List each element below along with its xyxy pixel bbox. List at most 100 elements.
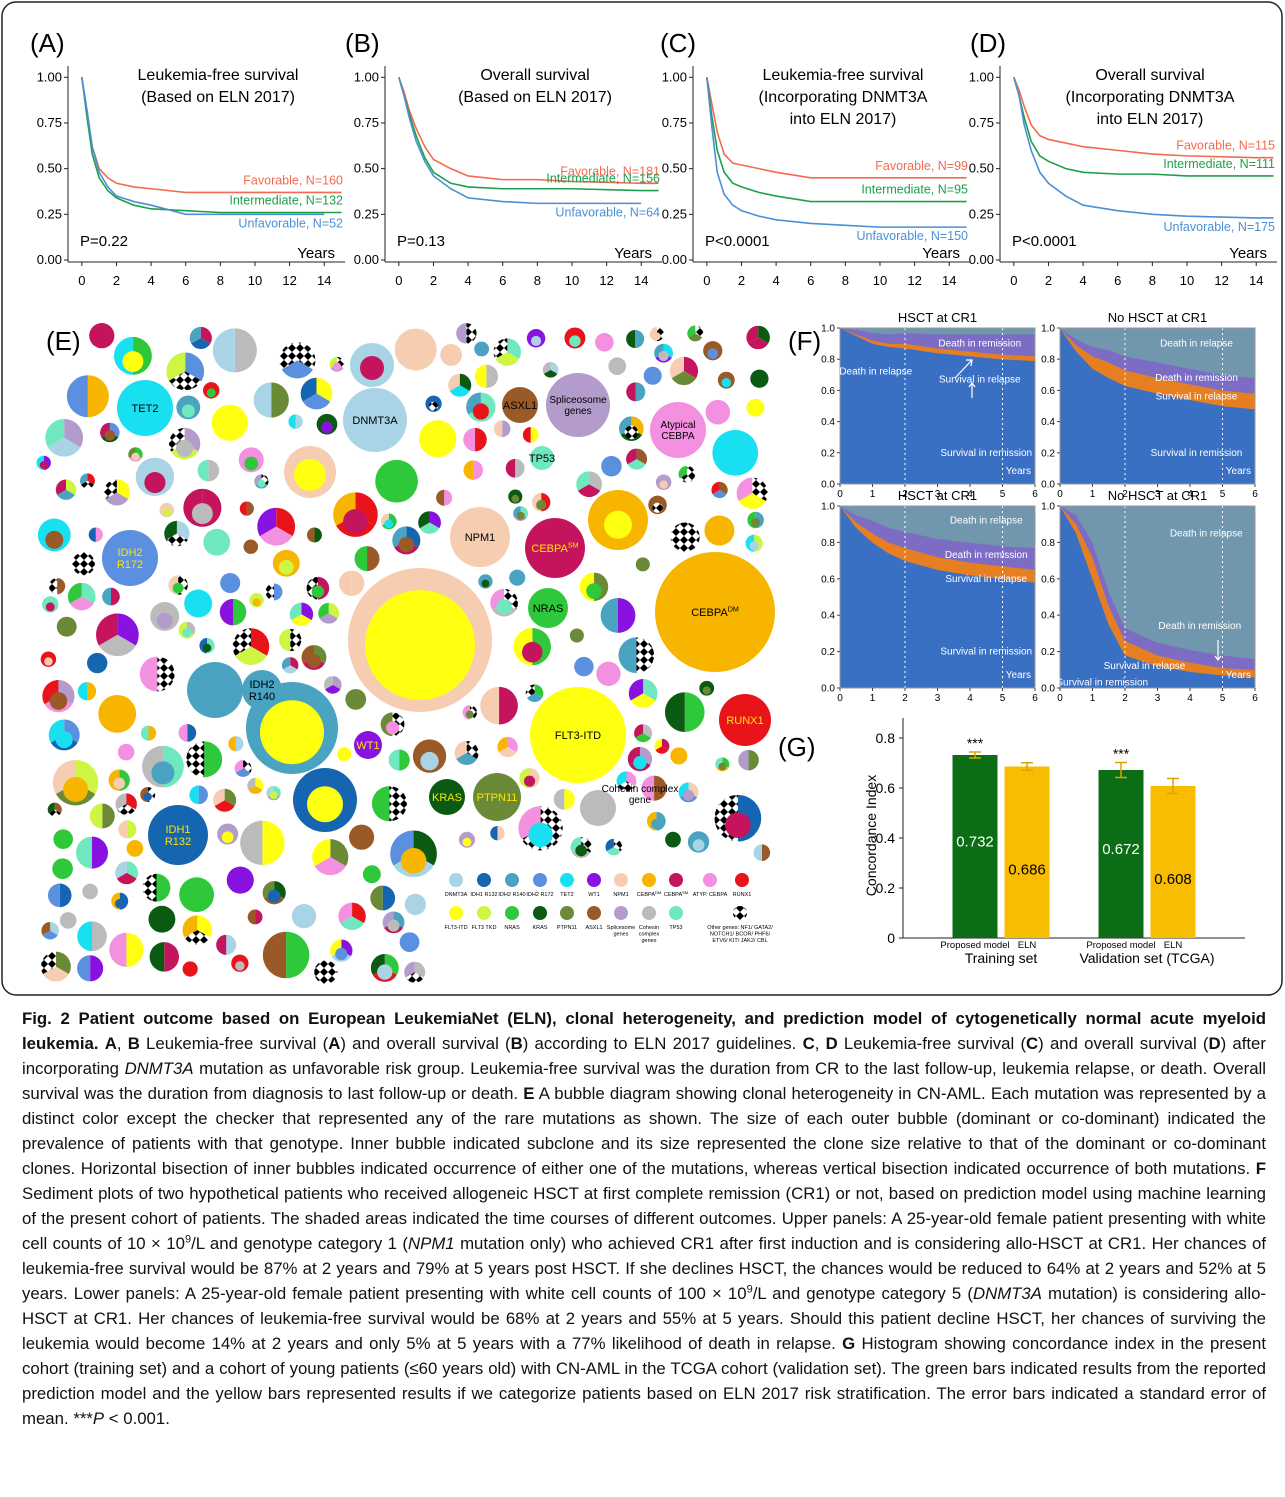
bubble bbox=[199, 638, 214, 653]
y-tick-label: 0 bbox=[887, 930, 895, 946]
bubble bbox=[459, 832, 475, 848]
bubble bbox=[670, 747, 687, 764]
bubble bbox=[266, 786, 280, 800]
bubble-label: IDH2 bbox=[249, 679, 274, 691]
y-tick-label: 0.2 bbox=[821, 647, 835, 658]
bubble-part bbox=[254, 382, 272, 417]
legend-label: genes bbox=[614, 932, 629, 938]
bubble-part bbox=[72, 552, 83, 575]
bubble-part bbox=[257, 480, 265, 488]
panel-label: (F) bbox=[788, 326, 821, 356]
bubble bbox=[392, 526, 420, 554]
bubble-label-text: Cohesin complex bbox=[602, 784, 679, 795]
bubble-label-text: CEBPA bbox=[691, 607, 728, 619]
bubble-part bbox=[636, 637, 654, 673]
bubble bbox=[324, 676, 342, 694]
bubble-part bbox=[497, 599, 512, 614]
y-tick-label: 0.2 bbox=[821, 448, 835, 459]
x-tick-label: 12 bbox=[282, 273, 296, 288]
y-tick-label: 0.0 bbox=[1041, 480, 1055, 491]
bubble-label-text: FLT3-ITD bbox=[555, 730, 601, 742]
bubble-part bbox=[626, 330, 635, 348]
legend-label: Other genes: NF1/ GATA2/ bbox=[707, 925, 773, 931]
x-tick-label: 1 bbox=[1090, 693, 1096, 704]
bubble bbox=[140, 787, 155, 802]
bubble-part bbox=[266, 583, 274, 600]
bubble-part bbox=[156, 874, 170, 902]
panel-label: (G) bbox=[778, 732, 816, 762]
bubble bbox=[96, 613, 139, 656]
bubble-part bbox=[57, 578, 65, 594]
bubble bbox=[279, 629, 301, 651]
bubble-label-text: RUNX1 bbox=[726, 715, 763, 727]
bubble-part bbox=[352, 571, 365, 596]
bubble-part bbox=[633, 756, 646, 769]
legend-text: NOTCH1/ BCOR/ PHF6/ bbox=[710, 932, 771, 938]
legend-swatch bbox=[477, 873, 491, 887]
bubble bbox=[349, 825, 374, 850]
x-tick-label: 2 bbox=[113, 273, 120, 288]
bubble-part bbox=[132, 453, 140, 461]
bubble bbox=[711, 482, 727, 498]
legend-label: RUNX1 bbox=[733, 892, 752, 898]
bubble bbox=[338, 903, 365, 930]
bubble bbox=[390, 830, 437, 877]
bubble-label: Cohesin complex bbox=[602, 784, 679, 795]
legend-swatch bbox=[703, 873, 717, 887]
caption-text: NPM1 bbox=[408, 1234, 455, 1253]
x-tick-label: 6 bbox=[499, 273, 506, 288]
bubble bbox=[115, 861, 138, 884]
bubble-part bbox=[46, 602, 55, 611]
caption-text: Leukemia-free survival ( bbox=[838, 1034, 1026, 1053]
bubble-part bbox=[475, 428, 487, 451]
bubble-label: R172 bbox=[117, 559, 143, 571]
bubble-part bbox=[456, 323, 466, 343]
bubble bbox=[474, 342, 489, 357]
bubble bbox=[227, 867, 254, 894]
bubble-part bbox=[355, 546, 367, 571]
bubble bbox=[754, 844, 771, 861]
bubble bbox=[519, 768, 539, 788]
x-tick-label: 4 bbox=[1187, 693, 1193, 704]
caption-text: DNMT3A bbox=[973, 1284, 1042, 1303]
bubble bbox=[217, 823, 238, 844]
x-tick-label: 6 bbox=[1032, 489, 1038, 500]
bubble bbox=[254, 474, 268, 488]
y-tick-label: 0.6 bbox=[821, 574, 835, 585]
x-tick-label: 6 bbox=[182, 273, 189, 288]
area-label: Death in remission bbox=[1158, 621, 1241, 632]
significance: *** bbox=[1113, 746, 1130, 762]
bubble-part bbox=[531, 336, 541, 346]
bubble-part bbox=[524, 776, 535, 787]
series-label: Intermediate, N=132 bbox=[229, 194, 343, 208]
bubble-part bbox=[127, 840, 144, 857]
bubble-part bbox=[244, 539, 259, 554]
y-tick-label: 0.75 bbox=[969, 115, 994, 130]
bar bbox=[1151, 786, 1196, 938]
bubble-part bbox=[755, 399, 764, 417]
bubble-part bbox=[198, 460, 209, 482]
bubble bbox=[747, 399, 765, 417]
series-label: Proposed model bbox=[940, 940, 1009, 951]
bubble-part bbox=[444, 490, 452, 506]
bubble bbox=[345, 689, 366, 710]
bubble bbox=[738, 750, 759, 771]
area-label: Death in relapse bbox=[950, 516, 1023, 527]
bubble bbox=[543, 362, 559, 378]
bubble bbox=[703, 341, 722, 360]
caption-text: C bbox=[803, 1034, 815, 1053]
bubble bbox=[626, 382, 645, 401]
y-tick-label: 0.8 bbox=[1041, 355, 1055, 366]
bubble bbox=[235, 760, 252, 777]
bubble bbox=[216, 935, 236, 955]
bubble-part bbox=[511, 495, 519, 503]
y-tick-label: 0.50 bbox=[37, 161, 62, 176]
bubble bbox=[670, 357, 698, 385]
bubble bbox=[292, 904, 316, 928]
y-tick-label: 0.00 bbox=[969, 252, 994, 267]
bubble bbox=[574, 657, 593, 676]
bubble-part bbox=[383, 886, 395, 911]
bubble-part bbox=[126, 933, 143, 967]
bubble-part bbox=[187, 724, 196, 742]
x-tick-label: 5 bbox=[1220, 489, 1226, 500]
